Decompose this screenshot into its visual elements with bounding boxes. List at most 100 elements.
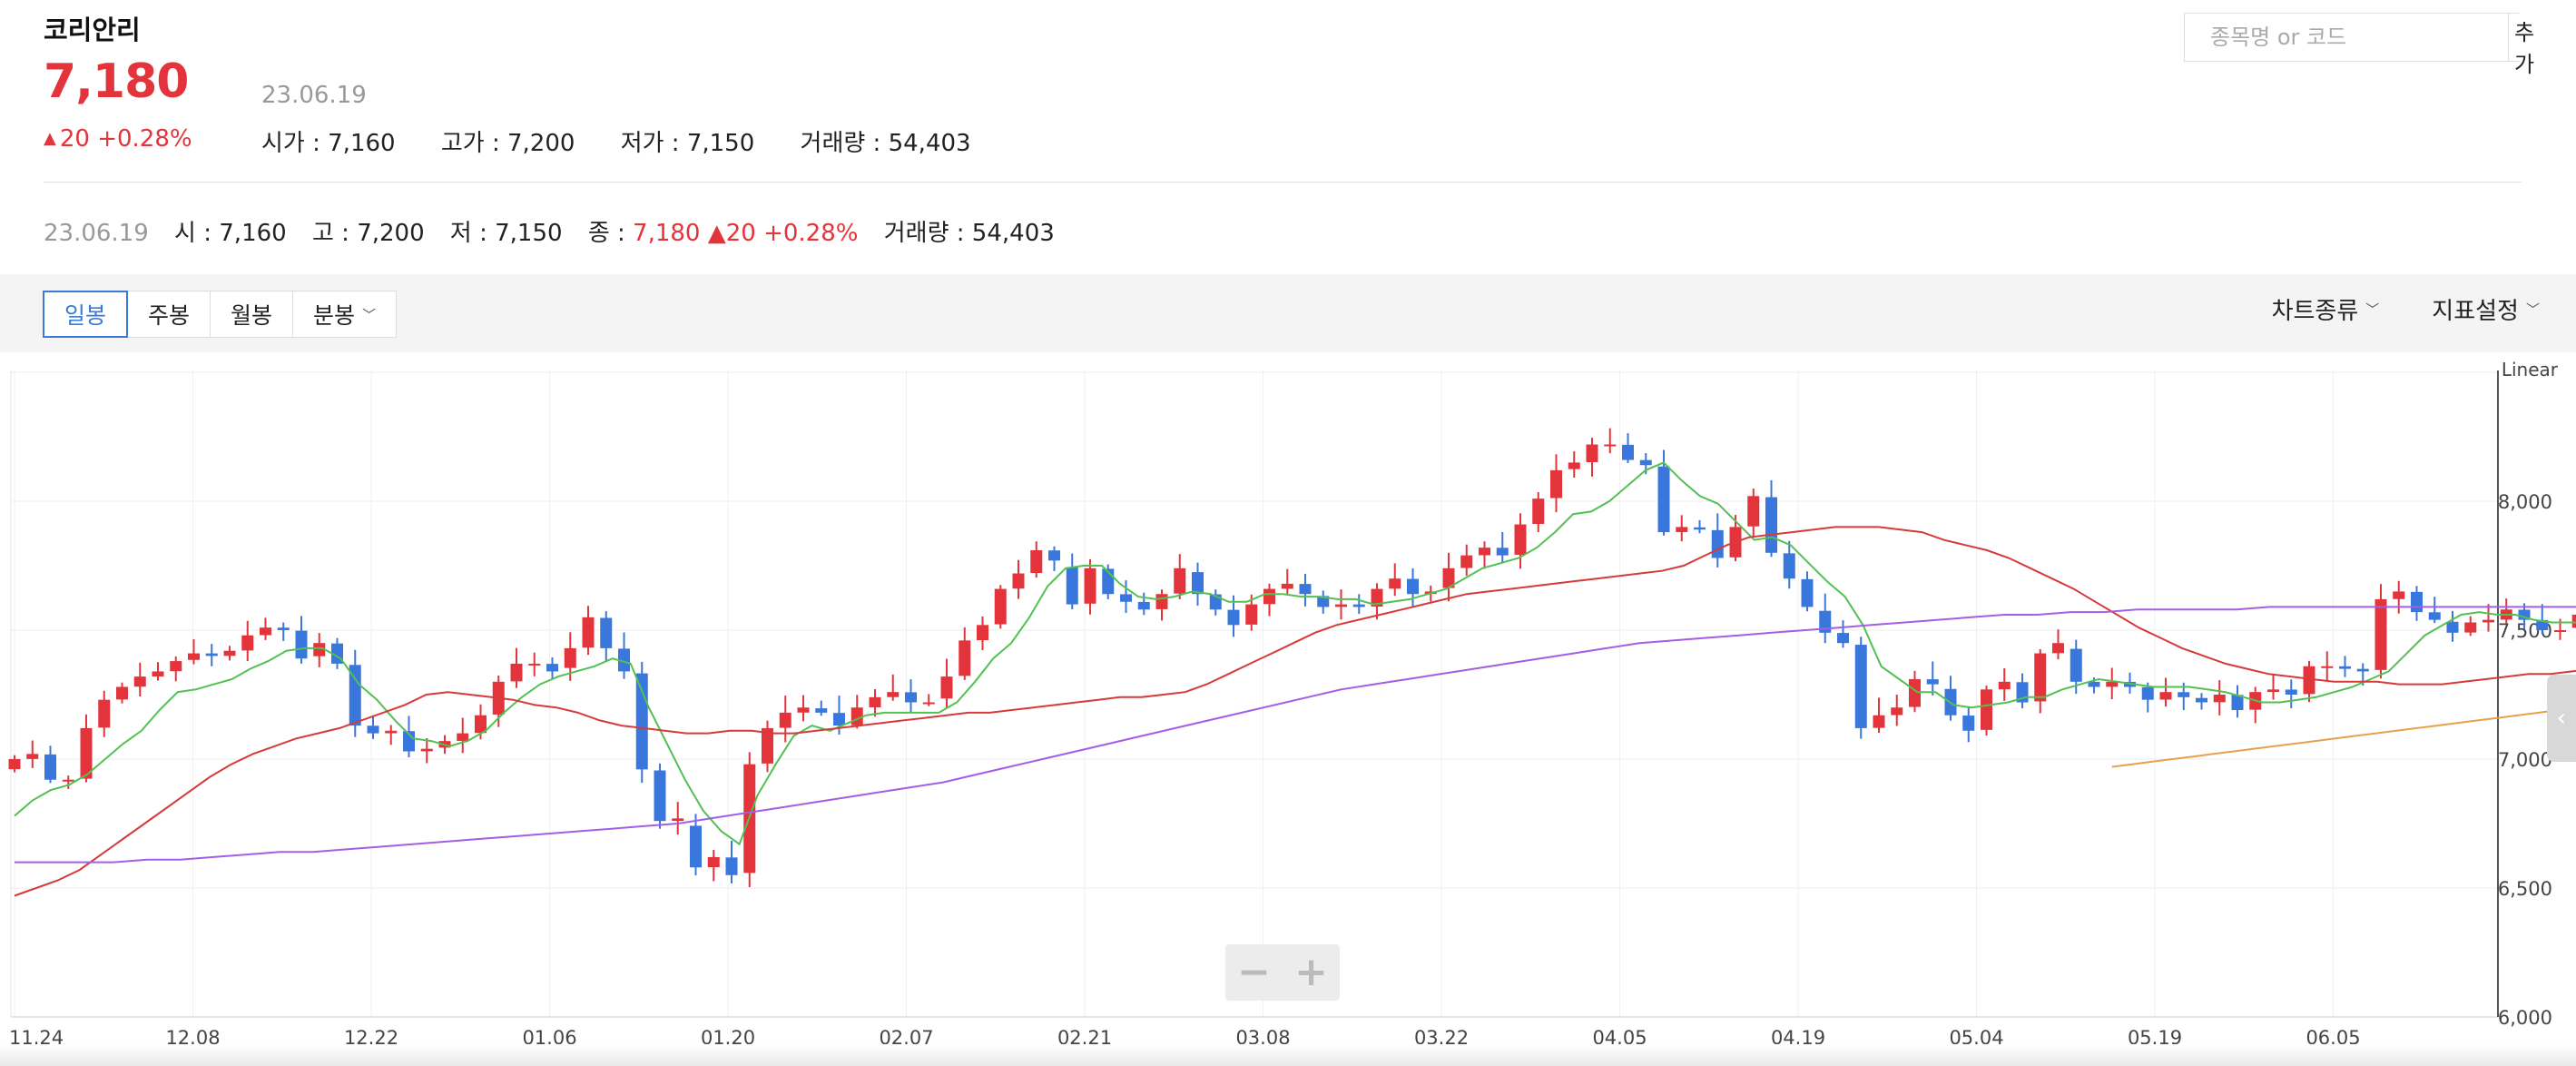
candle-body [1442,568,1455,588]
candle-body [977,625,988,641]
candlestick-chart[interactable]: 11.24 12.08 12.22 01.06 01.20 02.07 02.21 03.08… [0,352,2576,1044]
candle-body [1479,548,1490,556]
indicator-settings-menu[interactable]: 지표설정 ﹀ [2432,298,2540,325]
tab-daily[interactable]: 일봉 [43,291,129,338]
chart-toolbar [0,274,2576,352]
candle-body [2034,653,2047,702]
candle-body [1371,588,1383,607]
candle-body [1227,609,1240,626]
candle-body [1819,610,1832,633]
candle-body [1801,578,1814,607]
candle-body [1012,573,1025,589]
candle-body [850,707,863,725]
candle-body [2483,619,2494,623]
minus-icon[interactable]: − [1237,949,1271,995]
candle-body [2321,666,2334,668]
candle-body [1137,601,1150,610]
candle-body [546,664,558,672]
x-tick-label: 03.22 [1414,1027,1469,1044]
candle-body [1586,444,1598,463]
candle-body [2411,591,2423,613]
candle-body [635,673,648,770]
stock-name: 코리안리 [44,15,141,45]
candle-body [1066,567,1078,605]
candle-body [1460,555,1473,568]
candle-body [1676,527,1688,532]
price-change: ▲ 20 +0.28% [44,125,192,153]
x-tick-label: 02.07 [879,1027,933,1044]
add-button[interactable]: 추가 [2508,14,2541,77]
candle-body [779,712,791,728]
candle-body [654,770,666,822]
stat-volume: 거래량 : 54,403 [800,130,971,157]
candle-body [1909,678,1921,707]
candle-body [1873,715,1885,728]
candle-body [367,725,379,734]
chart-type-menu[interactable]: 차트종류 ﹀ [2271,298,2380,325]
candle-body [205,653,218,656]
candle-body [457,733,469,741]
quote-date: 23.06.19 [261,82,367,109]
candle-body [260,627,271,636]
candle-body [1694,527,1706,530]
candle-body [833,713,845,726]
x-tick-label: 11.24 [9,1027,64,1044]
candle-body [1048,550,1060,561]
tab-weekly[interactable]: 주봉 [127,291,211,338]
x-tick-label: 05.04 [1949,1027,2003,1044]
candle-body [940,676,953,699]
search-box: 추가 [2184,13,2541,77]
search-input[interactable] [2185,14,2508,61]
candle-body [2393,591,2405,599]
candle-body [2571,614,2576,628]
candle-body [2052,643,2064,654]
plus-icon[interactable]: + [1294,949,1328,995]
candle-body [1263,588,1275,605]
tab-monthly[interactable]: 월봉 [210,291,294,338]
ohlc-summary: 23.06.19 시 : 7,160 고 : 7,200 저 : 7,150 종… [44,214,1073,248]
y-tick-label: 6,500 [2498,878,2552,900]
tab-minute[interactable]: 분봉 ﹀ [292,291,398,338]
candle-body [1174,568,1186,594]
period-tabs: 일봉 주봉 월봉 분봉 ﹀ [43,291,398,338]
candle-body [994,588,1007,625]
candle-body [725,857,738,875]
candle-body [420,748,433,752]
candle-body [2303,666,2315,695]
candle-body [922,702,935,705]
candle-body [2231,695,2244,711]
candle-body [1155,594,1168,609]
candle-body [690,825,702,868]
chevron-down-icon: ﹀ [2365,301,2380,318]
divider [44,182,2522,183]
candle-body [313,643,326,656]
candle-body [1335,604,1347,607]
candle-body [2267,689,2279,693]
y-tick-label: 8,000 [2498,491,2552,513]
price-change-value: 20 +0.28% [59,125,192,153]
candle-body [600,617,613,648]
candle-body [1783,553,1795,579]
candle-body [277,627,290,630]
stat-high: 고가 : 7,200 [440,130,575,157]
scale-label: Linear [2502,359,2559,380]
ohlc-date: 23.06.19 [44,220,149,247]
candle-body [887,692,900,697]
ma120-line [2111,706,2576,768]
candle-body [1299,584,1312,595]
candle-body [1962,716,1975,731]
zoom-control: − + [1225,944,1340,1001]
side-panel-toggle[interactable]: ‹ [2547,675,2576,762]
candle-body [2141,686,2154,700]
x-tick-label: 06.05 [2306,1027,2360,1044]
candle-body [1998,681,2011,690]
candle-body [44,754,56,780]
candle-body [1317,596,1330,607]
candle-body [2374,598,2387,670]
bottom-shade [0,1044,2576,1066]
ma60-line [15,606,2576,864]
candle-body [582,617,595,648]
candle-body [98,699,111,728]
candle-body [2446,621,2459,633]
candle-body [672,818,684,822]
